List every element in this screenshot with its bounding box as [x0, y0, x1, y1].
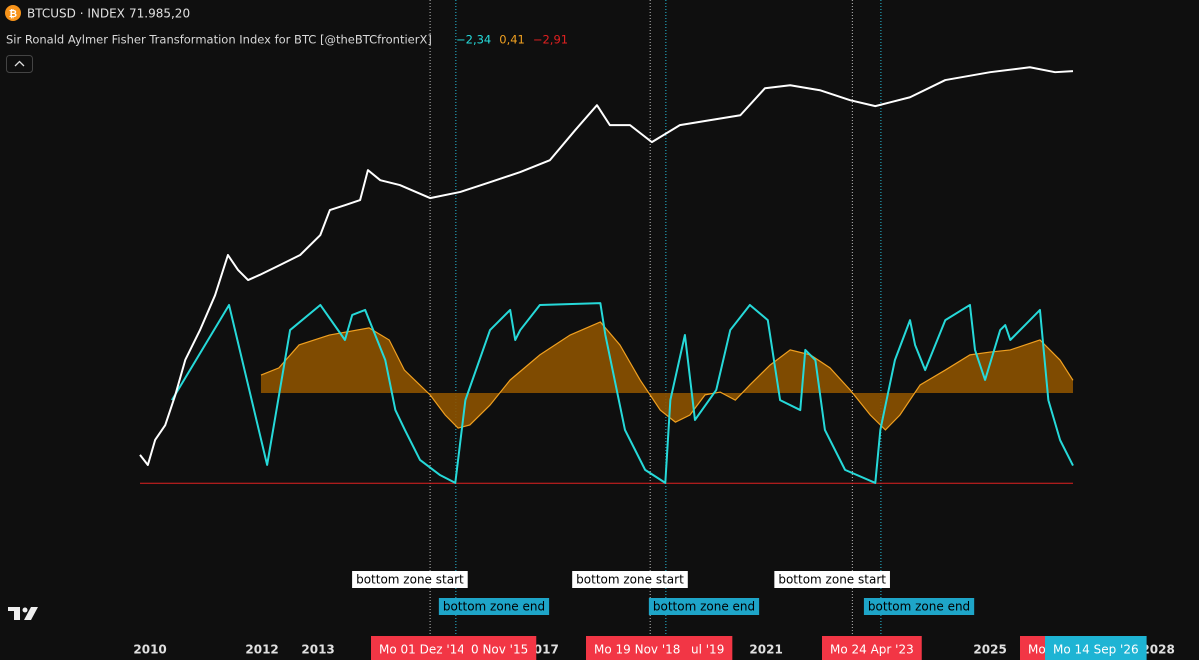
zone-start-label: bottom zone start — [774, 571, 890, 588]
logo-part — [8, 607, 20, 620]
date-text: ul '19 — [691, 643, 724, 657]
date-text: Mo — [1028, 643, 1046, 657]
zone-start-label: bottom zone start — [572, 571, 688, 588]
date-box — [586, 636, 689, 660]
label-box — [863, 598, 975, 615]
date-box — [463, 636, 537, 660]
indicator-value: −2,91 — [533, 33, 568, 47]
date-label: Mo 14 Sep '26 — [1045, 636, 1147, 660]
x-tick-label: 2028 — [1141, 643, 1174, 657]
x-tick-label: 2013 — [301, 643, 334, 657]
btc-icon-glyph: ₿ — [9, 8, 17, 20]
label-box — [438, 598, 550, 615]
date-box — [683, 636, 733, 660]
series-line — [171, 302, 1074, 484]
tv-logo — [8, 607, 38, 620]
area-fill — [260, 322, 1073, 430]
plot-area: bottom zone start bottom zone end bottom z… — [139, 0, 1074, 640]
date-text: Mo 19 Nov '18 — [594, 643, 680, 657]
date-label: Mo 19 Nov '18 — [586, 636, 689, 660]
zone-end-label: bottom zone end — [438, 598, 550, 615]
series-line — [139, 66, 1074, 466]
label-text: bottom zone start — [778, 573, 886, 587]
btc-icon — [5, 5, 21, 21]
x-tick-label: 2010 — [133, 643, 166, 657]
date-label: Mo 24 Apr '23 — [822, 636, 922, 660]
logo-part — [24, 607, 38, 620]
date-text: 0 Nov '15 — [471, 643, 528, 657]
zone-end-label: bottom zone end — [648, 598, 760, 615]
collapse-icon — [14, 60, 25, 67]
date-box — [371, 636, 473, 660]
label-text: bottom zone end — [868, 600, 970, 614]
date-label: Mo 01 Dez '14 — [371, 636, 473, 660]
indicator-value: 0,41 — [499, 33, 525, 47]
collapse-button[interactable] — [6, 55, 33, 73]
x-tick-label: 2012 — [245, 643, 278, 657]
indicator-title: Sir Ronald Aylmer Fisher Transformation … — [6, 33, 432, 47]
date-text: Mo 24 Apr '23 — [830, 643, 914, 657]
x-axis: 2010 2012 2013 2017 2021 2025 2028 — [133, 643, 1174, 657]
label-text: bottom zone end — [443, 600, 545, 614]
area-line — [260, 321, 1074, 431]
label-text: bottom zone start — [356, 573, 464, 587]
x-tick-label: 2021 — [749, 643, 782, 657]
date-labels: Mo 01 Dez '14 0 Nov '15 Mo 19 Nov '18 ul '1… — [371, 636, 1147, 660]
date-box — [822, 636, 922, 660]
label-text: bottom zone start — [576, 573, 684, 587]
last-price: 71.985,20 — [129, 7, 190, 21]
zone-end-label: bottom zone end — [863, 598, 975, 615]
label-text: bottom zone end — [653, 600, 755, 614]
label-box — [774, 571, 890, 588]
x-tick-label: 2025 — [973, 643, 1006, 657]
date-box — [1045, 636, 1147, 660]
label-box — [648, 598, 760, 615]
logo-part — [22, 607, 28, 613]
indicator-values: −2,34 0,41 −2,91 — [456, 33, 568, 47]
date-label: 0 Nov '15 — [463, 636, 537, 660]
zone-start-label: bottom zone start — [352, 571, 468, 588]
date-text: Mo 14 Sep '26 — [1053, 643, 1139, 657]
label-box — [572, 571, 688, 588]
indicator-value: −2,34 — [456, 33, 491, 47]
label-box — [352, 571, 468, 588]
symbol-title: BTCUSD · INDEX — [27, 7, 125, 21]
date-label: ul '19 — [683, 636, 733, 660]
date-text: Mo 01 Dez '14 — [379, 643, 465, 657]
